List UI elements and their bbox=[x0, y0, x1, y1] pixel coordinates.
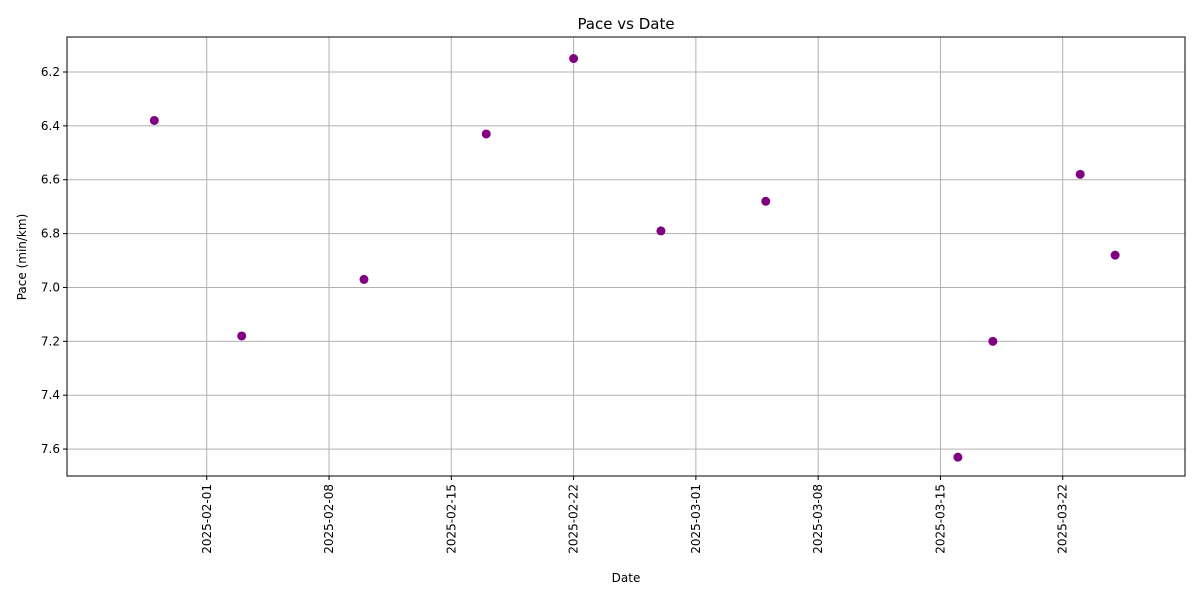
data-point bbox=[953, 452, 963, 462]
data-point bbox=[149, 115, 159, 125]
x-tick-label: 2025-03-01 bbox=[689, 484, 703, 554]
data-point bbox=[237, 331, 247, 341]
y-tick-label: 6.6 bbox=[41, 173, 60, 187]
y-tick-label: 7.0 bbox=[41, 280, 60, 294]
data-point bbox=[988, 336, 998, 346]
x-tick-label: 2025-02-22 bbox=[567, 484, 581, 554]
x-tick-label: 2025-03-08 bbox=[811, 484, 825, 554]
y-tick-label: 7.2 bbox=[41, 334, 60, 348]
data-point bbox=[359, 274, 369, 284]
plot-frame bbox=[66, 36, 1186, 477]
y-tick-label: 7.4 bbox=[41, 388, 60, 402]
data-point bbox=[481, 129, 491, 139]
points-layer bbox=[149, 54, 1120, 462]
y-tick-label: 7.6 bbox=[41, 442, 60, 456]
x-axis-label: Date bbox=[612, 571, 641, 585]
y-tick-label: 6.8 bbox=[41, 227, 60, 241]
chart-title: Pace vs Date bbox=[577, 15, 674, 33]
grid-layer bbox=[67, 37, 1185, 476]
data-point bbox=[569, 54, 579, 64]
data-point bbox=[1075, 169, 1085, 179]
ticks-layer: 2025-02-01 2025-02-08 2025-02-15 2025-02-22… bbox=[41, 65, 1070, 554]
y-tick-label: 6.2 bbox=[41, 65, 60, 79]
data-point bbox=[1110, 250, 1120, 260]
y-tick-label: 6.4 bbox=[41, 119, 60, 133]
data-point bbox=[761, 196, 771, 206]
x-tick-label: 2025-02-08 bbox=[322, 484, 336, 554]
data-point bbox=[656, 226, 666, 236]
x-tick-label: 2025-02-01 bbox=[200, 484, 214, 554]
x-tick-label: 2025-02-15 bbox=[444, 484, 458, 554]
y-axis-label: Pace (min/km) bbox=[15, 214, 29, 301]
x-tick-label: 2025-03-22 bbox=[1056, 484, 1070, 554]
x-tick-label: 2025-03-15 bbox=[933, 484, 947, 554]
